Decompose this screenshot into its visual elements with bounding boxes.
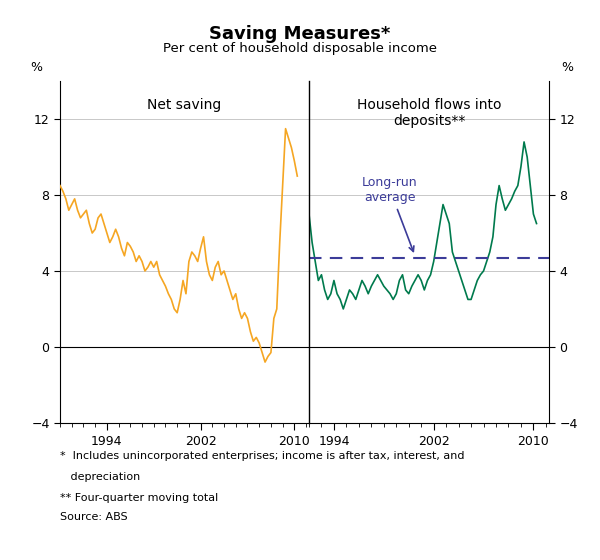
Text: ** Four-quarter moving total: ** Four-quarter moving total [60, 493, 218, 503]
Text: Per cent of household disposable income: Per cent of household disposable income [163, 42, 437, 55]
Text: depreciation: depreciation [60, 472, 140, 482]
Text: Household flows into
deposits**: Household flows into deposits** [357, 99, 501, 128]
Text: Saving Measures*: Saving Measures* [209, 25, 391, 43]
Text: Long-run
average: Long-run average [362, 176, 418, 251]
Text: %: % [30, 62, 42, 74]
Text: *  Includes unincorporated enterprises; income is after tax, interest, and: * Includes unincorporated enterprises; i… [60, 451, 464, 461]
Text: %: % [561, 62, 573, 74]
Text: Source: ABS: Source: ABS [60, 512, 128, 522]
Text: Net saving: Net saving [148, 99, 221, 113]
